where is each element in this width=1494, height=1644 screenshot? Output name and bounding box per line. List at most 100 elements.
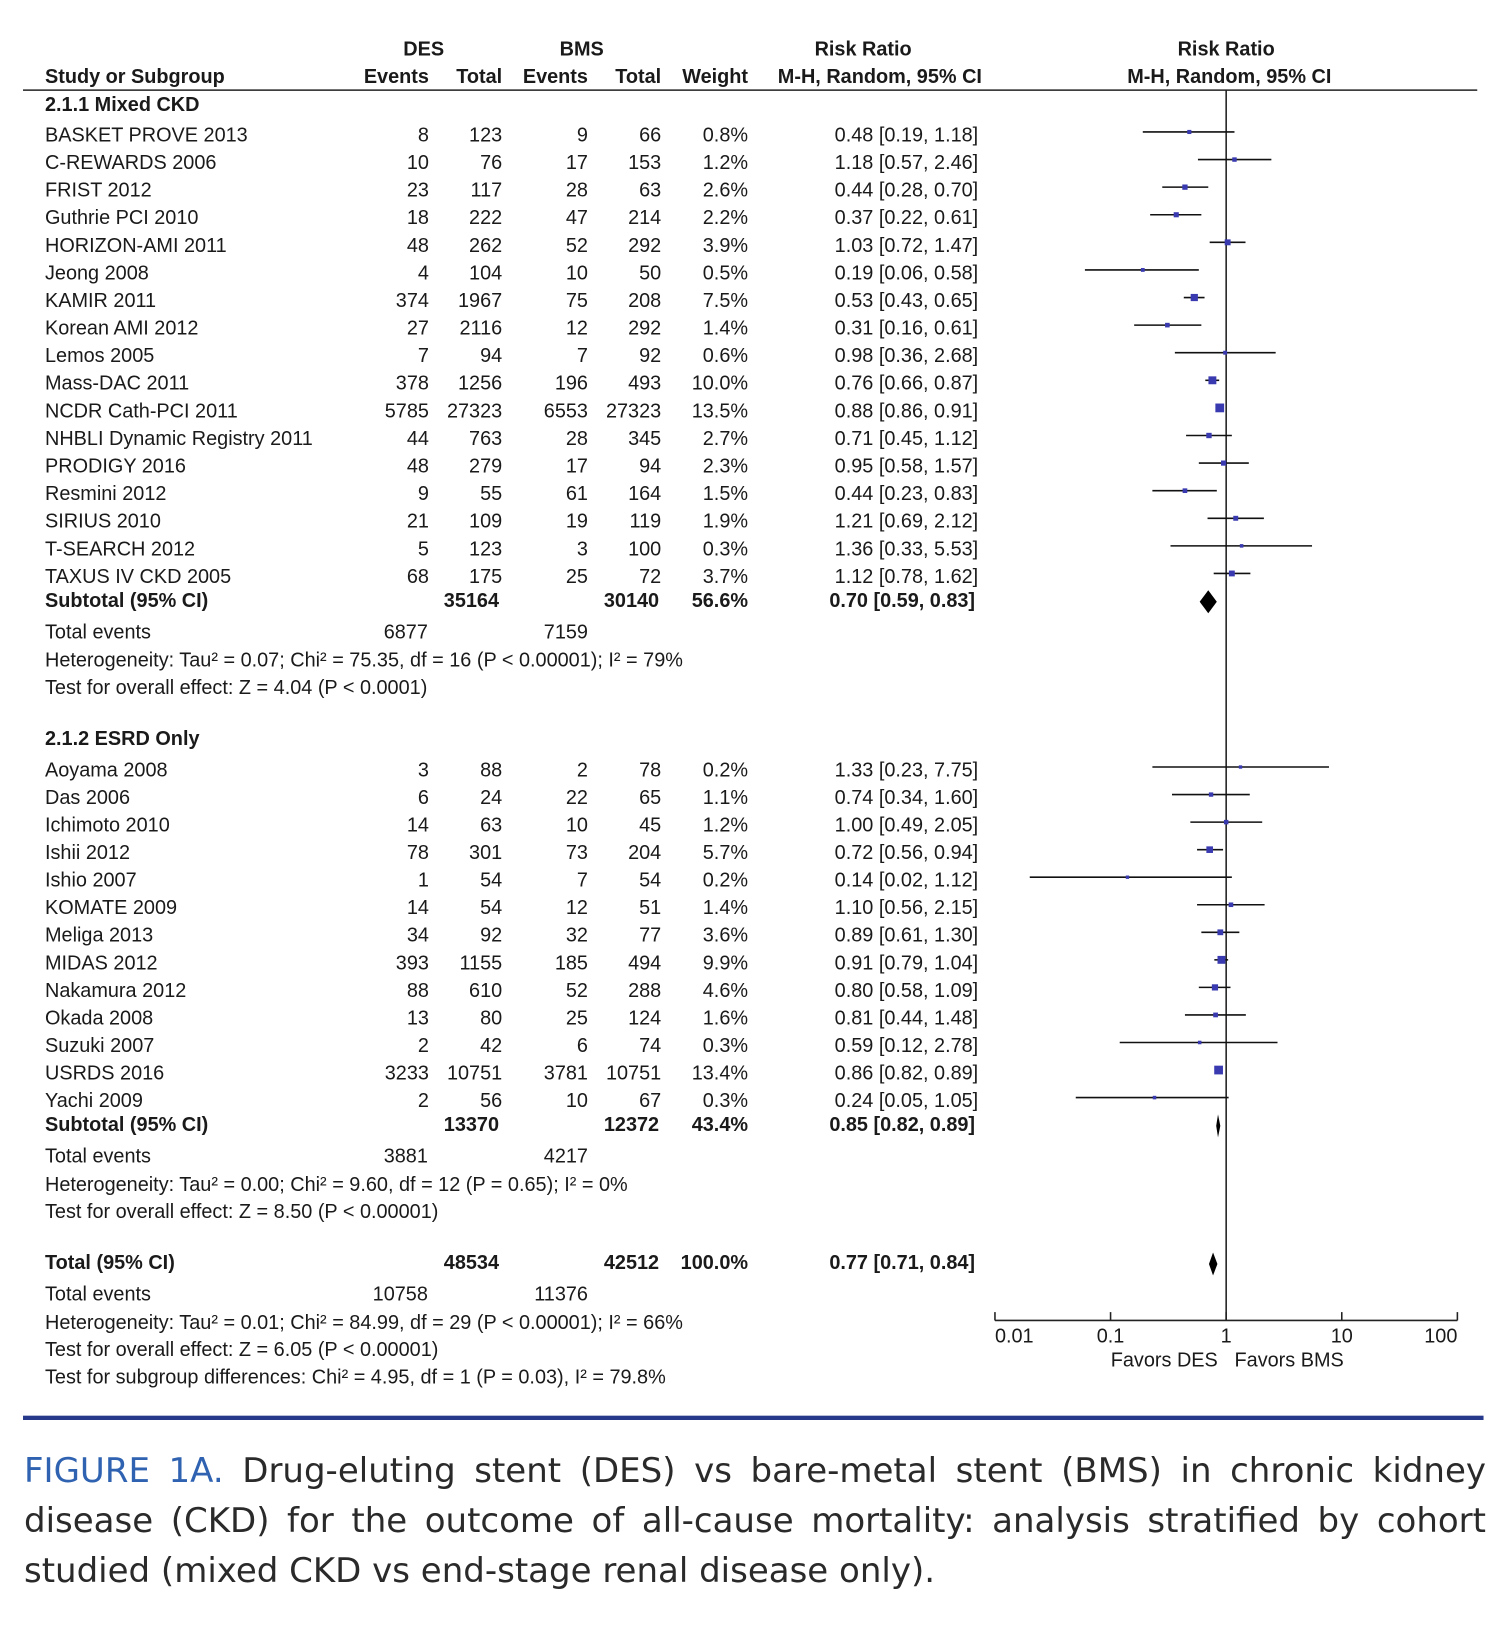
summary-diamond — [1216, 1114, 1221, 1138]
cell: 1.6% — [703, 1007, 748, 1029]
overall-effect: Test for overall effect: Z = 4.04 (P < 0… — [45, 677, 427, 699]
cell: 222 — [469, 207, 502, 229]
cell: 25 — [566, 1007, 588, 1029]
cell: 1967 — [458, 290, 502, 312]
header: Events — [523, 66, 588, 88]
cell: 7 — [577, 870, 588, 892]
cell: 288 — [628, 980, 661, 1002]
cell: 10751 — [606, 1062, 661, 1084]
cell: 345 — [628, 428, 661, 450]
effect-square — [1208, 376, 1217, 385]
cell: 7 — [577, 345, 588, 367]
cell: 23 — [407, 180, 429, 202]
cell: 1.36 [0.33, 5.53] — [835, 538, 979, 560]
cell: 32 — [566, 925, 588, 947]
cell: 5 — [418, 538, 429, 560]
cell: 1.1% — [703, 787, 748, 809]
study-name: Das 2006 — [45, 787, 130, 809]
cell: 63 — [639, 180, 661, 202]
cell: 493 — [628, 373, 661, 395]
cell: 3.6% — [703, 925, 748, 947]
cell: 50 — [639, 262, 661, 284]
cell: 164 — [628, 483, 661, 505]
cell: 13 — [407, 1007, 429, 1029]
cell: 48534 — [444, 1252, 499, 1274]
cell: 76 — [480, 152, 502, 174]
x-label-right: Favors BMS — [1235, 1350, 1344, 1372]
cell: 27323 — [606, 400, 661, 422]
cell: 80 — [480, 1007, 502, 1029]
effect-square — [1197, 1040, 1202, 1045]
study-name: Aoyama 2008 — [45, 759, 168, 781]
events-label: Total events — [45, 1146, 151, 1168]
cell: 0.8% — [703, 124, 748, 146]
cell: 0.71 [0.45, 1.12] — [835, 428, 979, 450]
cell: 27323 — [447, 400, 502, 422]
cell: 18 — [407, 207, 429, 229]
study-name: Suzuki 2007 — [45, 1035, 154, 1057]
cell: 1155 — [459, 952, 502, 974]
cell: 123 — [469, 538, 502, 560]
cell: 1.18 [0.57, 2.46] — [835, 152, 979, 174]
cell: 56 — [480, 1090, 502, 1112]
cell: 0.76 [0.66, 0.87] — [835, 373, 979, 395]
cell: 56.6% — [692, 590, 749, 612]
cell: 67 — [639, 1090, 661, 1112]
effect-square — [1140, 268, 1145, 272]
cell: 6 — [418, 787, 429, 809]
cell: 0.86 [0.82, 0.89] — [835, 1062, 979, 1084]
cell: 7159 — [544, 621, 588, 643]
cell: 10 — [566, 815, 588, 837]
cell: 51 — [639, 897, 661, 919]
effect-square — [1165, 322, 1170, 328]
cell: 13.5% — [692, 400, 748, 422]
group-title: 2.1.2 ESRD Only — [45, 728, 200, 750]
x-tick-label: 0.01 — [995, 1325, 1034, 1347]
heterogeneity: Heterogeneity: Tau² = 0.01; Chi² = 84.99… — [45, 1312, 683, 1334]
study-name: FRIST 2012 — [45, 180, 152, 202]
x-tick-label: 100 — [1424, 1325, 1457, 1347]
cell: 10 — [407, 152, 429, 174]
cell: 1.12 [0.78, 1.62] — [835, 566, 979, 588]
cell: 94 — [639, 456, 661, 478]
cell: 175 — [469, 566, 502, 588]
cell: 42512 — [604, 1252, 659, 1274]
cell: 1.4% — [703, 318, 748, 340]
cell: 2.2% — [703, 207, 748, 229]
cell: 73 — [566, 842, 588, 864]
effect-square — [1217, 929, 1224, 936]
cell: 0.81 [0.44, 1.48] — [835, 1007, 979, 1029]
cell: 1.00 [0.49, 2.05] — [835, 815, 979, 837]
cell: 0.6% — [703, 345, 748, 367]
study-name: KAMIR 2011 — [45, 290, 156, 312]
cell: 88 — [407, 980, 429, 1002]
cell: 2.6% — [703, 180, 748, 202]
study-name: Lemos 2005 — [45, 345, 154, 367]
study-name: USRDS 2016 — [45, 1062, 164, 1084]
cell: 1 — [418, 870, 429, 892]
cell: 10758 — [373, 1284, 428, 1306]
cell: 88 — [480, 759, 502, 781]
effect-square — [1173, 212, 1179, 218]
cell: 5.7% — [703, 842, 748, 864]
cell: 0.91 [0.79, 1.04] — [835, 952, 979, 974]
header: M-H, Random, 95% CI — [778, 66, 982, 88]
study-name: SIRIUS 2010 — [45, 511, 161, 533]
cell: 0.48 [0.19, 1.18] — [835, 124, 979, 146]
caption-label: FIGURE 1A. — [24, 1451, 224, 1491]
cell: 5785 — [385, 400, 429, 422]
cell: 1.2% — [703, 152, 748, 174]
cell: 763 — [469, 428, 502, 450]
summary-label: Subtotal (95% CI) — [45, 1114, 208, 1136]
effect-square — [1214, 1065, 1223, 1075]
cell: 1.4% — [703, 897, 748, 919]
cell: 6877 — [384, 621, 428, 643]
cell: 54 — [480, 897, 502, 919]
study-name: KOMATE 2009 — [45, 897, 177, 919]
cell: 48 — [407, 456, 429, 478]
cell: 77 — [639, 925, 661, 947]
effect-square — [1223, 819, 1229, 825]
study-name: PRODIGY 2016 — [45, 456, 186, 478]
cell: 393 — [396, 952, 429, 974]
